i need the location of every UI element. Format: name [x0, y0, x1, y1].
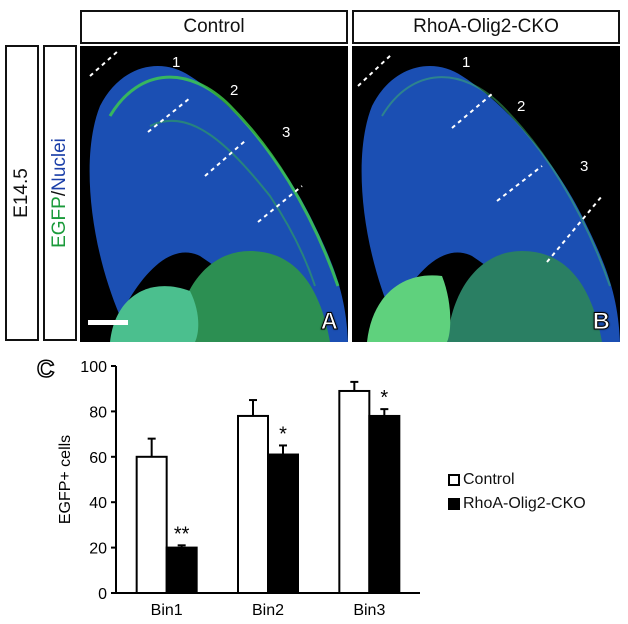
chart-legend: Control RhoA-Olig2-CKO [448, 468, 586, 516]
y-tick-label: 40 [89, 495, 107, 512]
micrograph-control: 1 2 3 A [80, 46, 348, 342]
legend-item-cko: RhoA-Olig2-CKO [448, 492, 586, 516]
y-tick-label: 0 [98, 586, 107, 603]
header-control: Control [80, 10, 348, 44]
age-label: E14.5 [11, 168, 32, 218]
bar-cko [368, 414, 401, 594]
stain-nuclei: Nuclei [49, 138, 70, 191]
y-tick-label: 20 [89, 541, 107, 558]
legend-swatch-cko [448, 498, 460, 510]
scale-bar [88, 320, 128, 325]
bin-label-1: 1 [462, 54, 471, 71]
bin-label-3: 3 [580, 158, 589, 175]
x-tick-label: Bin3 [353, 602, 385, 619]
panel-label-c: C [37, 356, 54, 383]
panel-label-a: A [320, 308, 338, 336]
significance-label: ** [174, 523, 190, 545]
significance-label: * [380, 387, 388, 409]
bin-label-2: 2 [230, 82, 239, 99]
stain-label-box: EGFP/Nuclei [43, 45, 77, 341]
micrograph-control-image [89, 50, 348, 342]
legend-item-control: Control [448, 468, 586, 492]
bar-chart: C 0 20 40 60 80 100 EGFP+ cells ** Bin1 * Bin2 * Bin3 [36, 355, 420, 619]
x-tick-label: Bin2 [252, 602, 284, 619]
bar-cko [267, 453, 299, 594]
header-control-label: Control [183, 16, 245, 37]
significance-label: * [279, 423, 287, 445]
x-tick-label: Bin1 [151, 602, 183, 619]
y-axis-label: EGFP+ cells [57, 435, 74, 524]
legend-label-cko: RhoA-Olig2-CKO [463, 495, 586, 512]
legend-label-control: Control [463, 471, 515, 488]
y-tick-label: 100 [80, 359, 107, 376]
bin-label-1: 1 [172, 54, 181, 71]
bar-cko [165, 546, 198, 595]
y-tick-label: 60 [89, 450, 107, 467]
stain-egfp: EGFP [49, 196, 70, 248]
panel-label-b: B [592, 308, 610, 336]
bar-control [338, 389, 371, 594]
y-tick-label: 80 [89, 404, 107, 421]
bar-control [135, 455, 168, 594]
stain-separator: / [49, 190, 70, 197]
micrograph-cko: 1 2 3 B [352, 46, 620, 342]
legend-swatch-control [448, 474, 460, 486]
bin-label-2: 2 [517, 98, 526, 115]
bar-control [237, 414, 269, 594]
header-cko-label: RhoA-Olig2-CKO [413, 16, 559, 37]
age-label-box: E14.5 [5, 45, 39, 341]
micrograph-cko-image [357, 53, 620, 342]
bin-label-3: 3 [282, 124, 291, 141]
stain-label: EGFP/Nuclei [49, 138, 71, 248]
header-cko: RhoA-Olig2-CKO [352, 10, 620, 44]
